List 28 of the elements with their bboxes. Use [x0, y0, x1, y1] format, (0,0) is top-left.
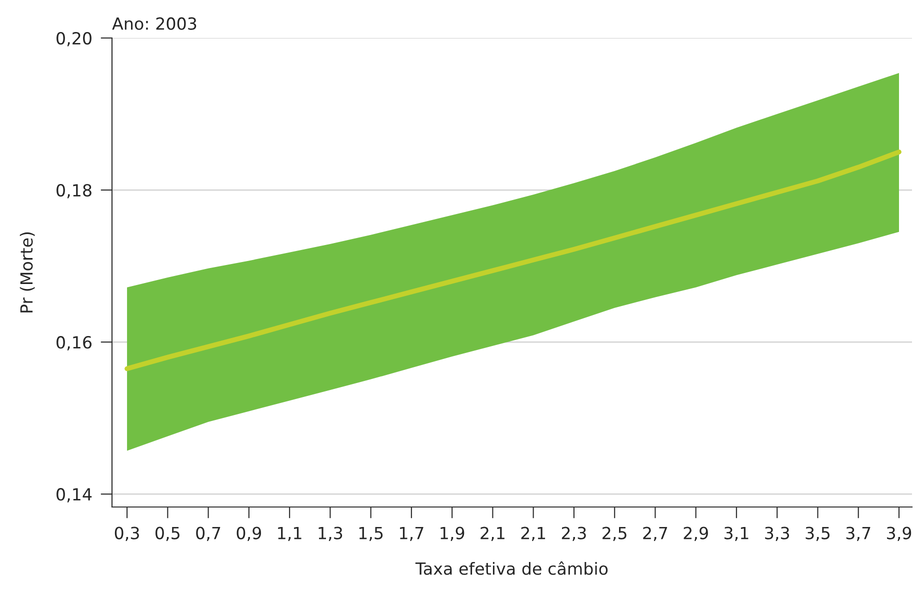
x-tick-label: 3,3: [765, 526, 790, 542]
x-tick-label: 1,5: [359, 526, 383, 542]
x-tick-label: 0,7: [196, 526, 220, 542]
chart-title: Ano: 2003: [112, 17, 196, 30]
x-tick-label: 0,3: [114, 526, 139, 542]
x-tick-label: 2,5: [602, 526, 626, 542]
x-tick-label: 1,3: [318, 526, 342, 542]
x-tick-label: 0,5: [156, 526, 180, 542]
x-tick-label: 3,5: [806, 526, 830, 542]
x-tick-label: 3,7: [846, 526, 870, 542]
line-series: [124, 150, 902, 372]
x-tick-label: 2,9: [684, 526, 708, 542]
x-tick-label: 2,1: [521, 526, 546, 542]
y-tick-label: 0,20: [56, 32, 92, 46]
x-tick-label: 1,1: [278, 526, 302, 542]
x-tick-label: 3,9: [887, 526, 912, 542]
x-axis-title: Taxa efetiva de câmbio: [415, 561, 608, 575]
y-axis-title: Pr (Morte): [20, 232, 35, 312]
x-tick-label: 2,7: [643, 526, 668, 542]
y-tick-label: 0,14: [56, 488, 92, 502]
x-tick-label: 3,1: [724, 526, 748, 542]
x-tick-label: 2,1: [480, 526, 504, 542]
x-tick-label: 2,3: [562, 526, 586, 542]
x-tick-label: 1,7: [400, 526, 424, 542]
x-tick-label: 1,9: [440, 526, 464, 542]
y-tick-label: 0,18: [56, 184, 92, 198]
x-tick-label: 0,9: [236, 526, 262, 542]
y-tick-label: 0,16: [56, 336, 92, 350]
